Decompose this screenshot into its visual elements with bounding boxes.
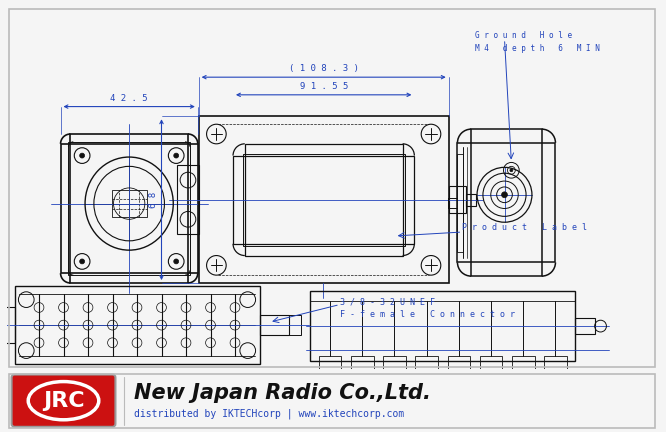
Bar	[289, 315, 300, 335]
Text: 9 1 . 5 5: 9 1 . 5 5	[300, 82, 348, 91]
Bar	[177, 165, 198, 234]
Bar	[71, 134, 188, 283]
Circle shape	[80, 153, 85, 158]
Bar	[245, 144, 402, 256]
Circle shape	[174, 259, 178, 264]
Bar	[243, 154, 404, 246]
Circle shape	[501, 192, 507, 198]
Circle shape	[510, 169, 513, 172]
Bar	[111, 190, 147, 217]
Text: P r o d u c t   L a b e l: P r o d u c t L a b e l	[462, 222, 587, 232]
Bar	[449, 186, 466, 213]
Bar	[480, 356, 502, 381]
Text: G r o u n d   H o l e
M 4   d e p t h   6   M I N: G r o u n d H o l e M 4 d e p t h 6 M I …	[475, 31, 600, 53]
Text: distributed by IKTECHcorp | www.iktechcorp.com: distributed by IKTECHcorp | www.iktechco…	[134, 409, 404, 419]
Bar	[458, 143, 555, 262]
Bar	[575, 318, 595, 334]
Text: New Japan Radio Co.,Ltd.: New Japan Radio Co.,Ltd.	[134, 383, 431, 403]
Bar	[319, 356, 342, 381]
Bar	[0, 308, 15, 343]
Text: 3 / 8 - 3 2 U N E F
F - f e m a l e   C o n n e c t o r: 3 / 8 - 3 2 U N E F F - f e m a l e C o …	[340, 298, 515, 319]
Circle shape	[174, 153, 178, 158]
Bar	[471, 129, 541, 276]
FancyBboxPatch shape	[11, 375, 115, 427]
Bar	[69, 142, 190, 275]
Text: ( 1 0 8 . 3 ): ( 1 0 8 . 3 )	[289, 64, 358, 73]
Bar	[458, 154, 464, 251]
Bar	[544, 356, 567, 381]
Text: JRC: JRC	[43, 391, 85, 411]
Circle shape	[80, 259, 85, 264]
Bar	[351, 356, 374, 381]
Text: 4 2 . 5: 4 2 . 5	[111, 94, 148, 103]
Bar	[260, 315, 289, 335]
Bar	[416, 356, 438, 381]
Text: 6 8: 6 8	[149, 192, 158, 208]
Bar	[383, 356, 406, 381]
Bar	[310, 291, 575, 362]
Bar	[448, 356, 470, 381]
Bar	[61, 144, 198, 273]
Bar	[15, 286, 260, 364]
Bar	[466, 194, 476, 206]
Bar	[198, 116, 449, 283]
Bar	[233, 156, 414, 244]
Bar	[512, 356, 535, 381]
